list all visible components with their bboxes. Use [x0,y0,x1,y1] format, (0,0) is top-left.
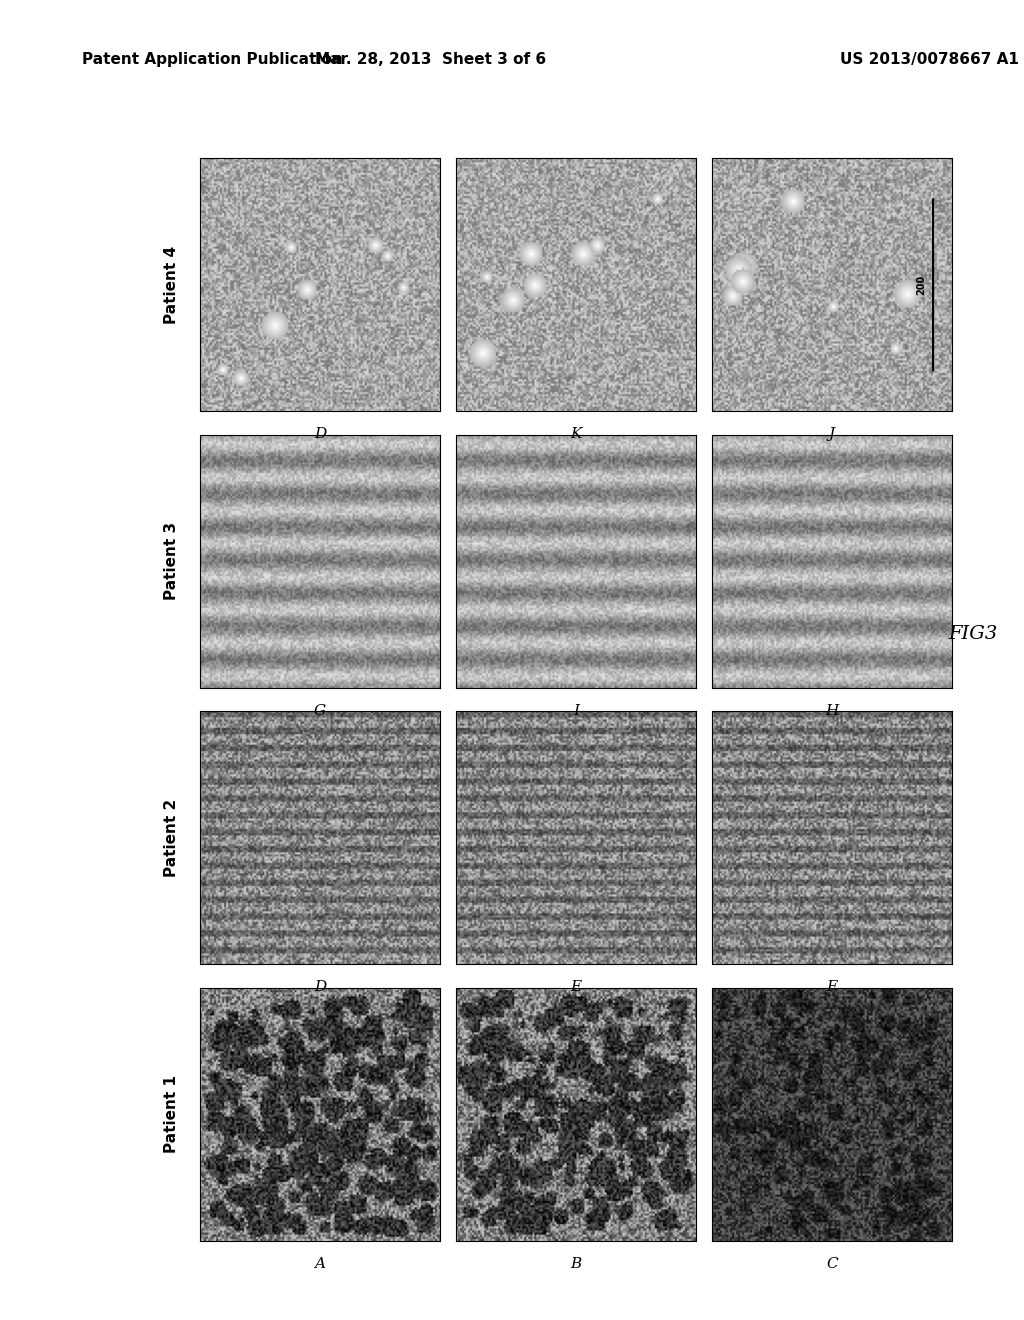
Text: A: A [314,1257,326,1271]
Text: I: I [573,704,579,718]
Text: Patient 4: Patient 4 [164,246,179,323]
Text: US 2013/0078667 A1: US 2013/0078667 A1 [840,51,1019,67]
Text: Patient 1: Patient 1 [164,1076,179,1154]
Text: H: H [825,704,839,718]
Text: F: F [826,979,838,994]
Text: C: C [826,1257,838,1271]
Text: D: D [314,979,326,994]
Text: FIG3: FIG3 [948,624,997,643]
Text: K: K [570,428,582,441]
Text: Patient 2: Patient 2 [164,799,179,876]
Text: Mar. 28, 2013  Sheet 3 of 6: Mar. 28, 2013 Sheet 3 of 6 [314,51,546,67]
Text: 200: 200 [916,275,926,294]
Text: G: G [314,704,326,718]
Text: E: E [570,979,582,994]
Text: D: D [314,428,326,441]
Text: J: J [829,428,835,441]
Text: B: B [570,1257,582,1271]
Text: Patent Application Publication: Patent Application Publication [82,51,343,67]
Text: Patient 3: Patient 3 [164,523,179,601]
